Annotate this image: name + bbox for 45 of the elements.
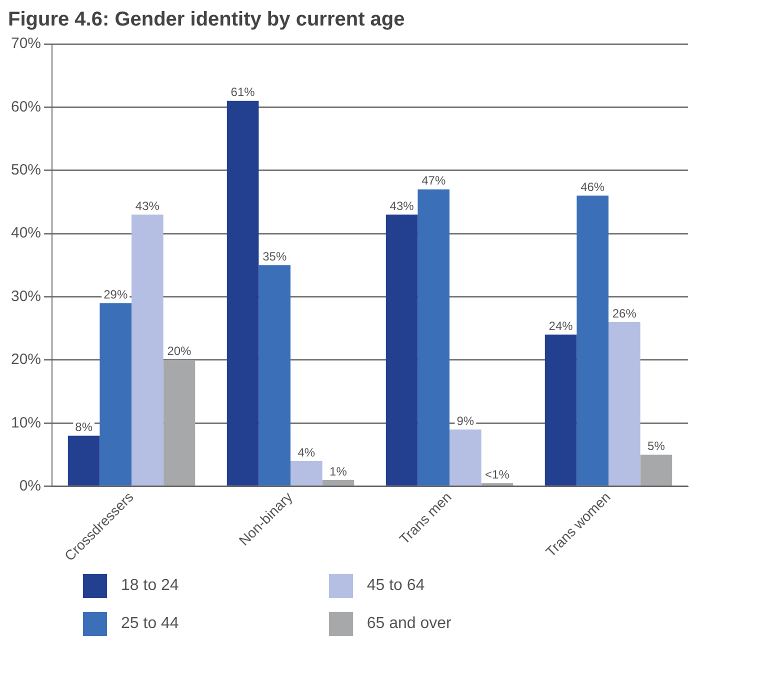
y-tick-label: 40% — [10, 224, 42, 242]
legend-label: 65 and over — [366, 615, 452, 633]
legend-label: 18 to 24 — [121, 577, 179, 595]
data-label: 5% — [648, 439, 666, 454]
bar — [608, 322, 640, 486]
bar — [640, 454, 672, 486]
y-tick-label: 70% — [10, 35, 42, 52]
data-label: 29% — [104, 287, 128, 302]
data-label: 8% — [75, 420, 93, 434]
data-label: 47% — [422, 174, 446, 188]
bar — [450, 429, 482, 486]
y-tick-label: 30% — [10, 288, 42, 305]
y-tick-label: 0% — [19, 477, 42, 494]
y-tick-label: 20% — [10, 351, 42, 368]
data-label: 43% — [390, 198, 414, 213]
y-tick-label: 10% — [10, 414, 42, 432]
bar — [163, 360, 196, 486]
bar — [544, 334, 577, 486]
chart-title: Figure 4.6: Gender identity by current age — [8, 8, 405, 31]
bar — [68, 436, 100, 486]
data-label: 9% — [456, 414, 474, 428]
bar — [100, 303, 132, 486]
bar — [322, 480, 354, 486]
data-label: 35% — [262, 249, 287, 264]
bar — [290, 461, 322, 486]
data-label: 26% — [612, 306, 637, 320]
data-label: 61% — [230, 85, 256, 100]
bar — [481, 483, 514, 486]
bar — [386, 214, 418, 486]
y-tick-label: 50% — [10, 162, 42, 179]
legend-label: 25 to 44 — [121, 615, 179, 633]
y-tick-label: 60% — [10, 98, 42, 116]
data-label: 46% — [580, 180, 605, 194]
bar — [226, 100, 259, 486]
bar — [258, 265, 291, 486]
data-label: 1% — [330, 464, 348, 478]
data-label: <1% — [485, 467, 510, 482]
bar — [576, 196, 609, 486]
bar — [132, 214, 164, 486]
data-label: 20% — [167, 344, 192, 358]
bar — [418, 189, 450, 486]
data-label: 4% — [298, 445, 316, 460]
data-label: 24% — [548, 318, 574, 333]
legend-label: 45 to 64 — [366, 577, 425, 595]
data-label: 43% — [135, 198, 160, 213]
